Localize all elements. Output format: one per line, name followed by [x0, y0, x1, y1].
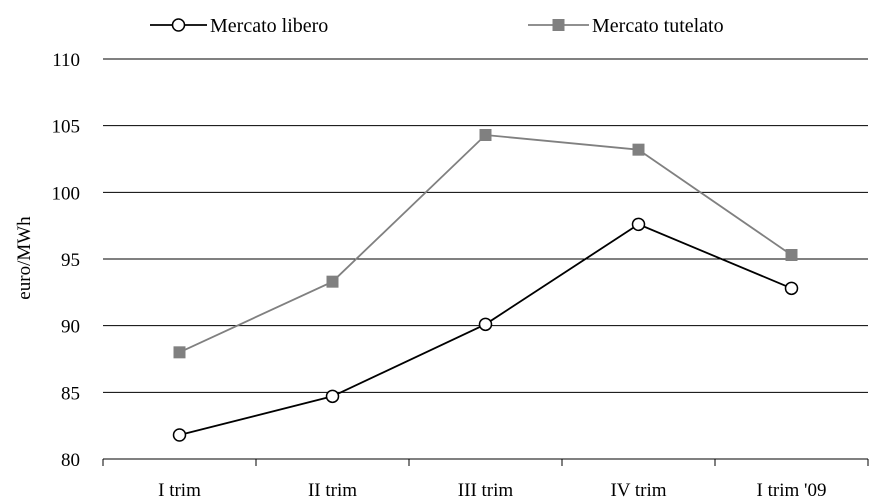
data-point-circle: [325, 389, 340, 404]
x-tick-label: II trim: [308, 480, 357, 501]
legend-label: Mercato tutelato: [592, 15, 724, 37]
x-axis: I trim II trim III trim IV trim I trim '09: [102, 458, 869, 501]
data-point-square: [173, 346, 186, 359]
legend-label: Mercato libero: [210, 15, 328, 37]
y-axis-title: euro/MWh: [14, 216, 35, 300]
data-point-circle: [784, 281, 799, 296]
y-tick-label: 95: [61, 250, 80, 271]
y-tick-label: 80: [61, 450, 80, 471]
x-tick-label: I trim '09: [757, 480, 827, 501]
data-point-circle: [631, 217, 646, 232]
legend-marker-circle: [171, 18, 186, 32]
y-tick-label: 90: [61, 317, 80, 338]
data-point-circle: [172, 428, 187, 442]
legend-marker-square: [552, 19, 565, 31]
data-point-square: [785, 249, 798, 261]
data-point-square: [326, 275, 339, 288]
series-lines: [172, 129, 799, 442]
x-tick-label: I trim: [158, 480, 201, 501]
y-tick-label: 105: [52, 117, 81, 138]
y-tick-label: 85: [61, 383, 80, 404]
x-tick-label: III trim: [458, 480, 514, 501]
legend: Mercato libero Mercato tutelato: [150, 15, 724, 37]
data-point-square: [632, 143, 645, 156]
data-point-square: [479, 129, 492, 141]
data-point-circle: [478, 317, 493, 332]
gridlines: [103, 58, 868, 393]
y-tick-label: 100: [52, 183, 81, 204]
y-axis-tick-labels: 80 85 90 95 100 105 110: [52, 50, 81, 471]
y-tick-label: 110: [52, 50, 80, 71]
x-tick-label: IV trim: [610, 480, 666, 501]
